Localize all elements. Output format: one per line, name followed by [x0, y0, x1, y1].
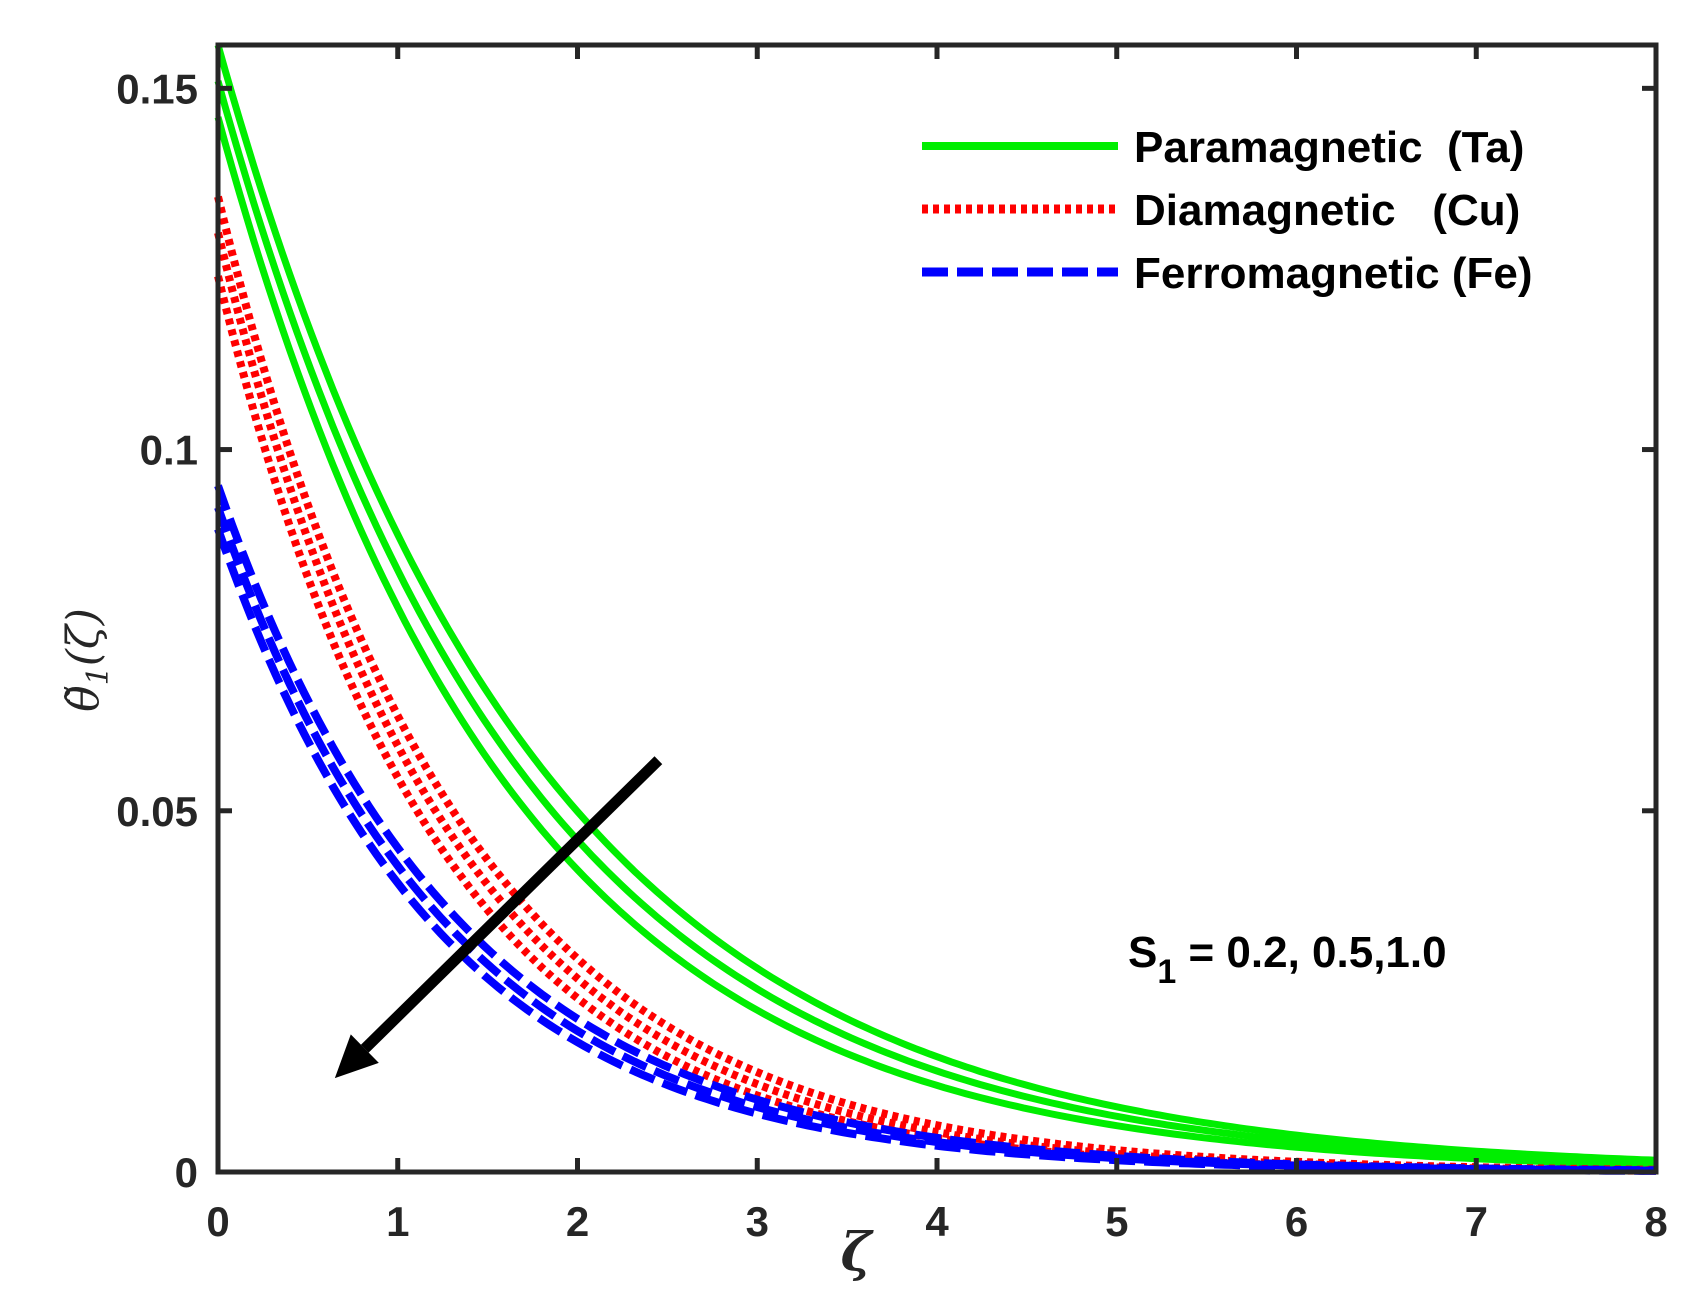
y-tick-label: 0.15: [116, 65, 198, 112]
y-tick-label: 0.05: [116, 788, 198, 835]
x-axis-label: ζ: [841, 1222, 875, 1283]
x-tick-label: 7: [1465, 1198, 1488, 1245]
trend-arrow-shaft: [360, 756, 663, 1053]
y-tick-label: 0: [175, 1149, 198, 1196]
y-axis-label-arg: (ζ): [58, 608, 109, 666]
x-tick-label: 6: [1285, 1198, 1308, 1245]
axis-ticks: [215, 45, 1659, 1175]
svg-text:θ̃1(ζ): θ̃1(ζ): [58, 608, 116, 712]
y-tick-label: 0.1: [140, 427, 198, 474]
y-axis-label-main: θ̃: [58, 685, 109, 712]
series-line-dashed-3: [214, 527, 1656, 1175]
trend-arrow-head: [334, 1034, 379, 1079]
tick-labels: 0 1 2 3 4 5 6 7 8 0 0.05 0.1 0.15: [116, 65, 1667, 1245]
x-tick-label: 8: [1644, 1198, 1667, 1245]
x-tick-label: 3: [746, 1198, 769, 1245]
trend-arrow: [334, 756, 663, 1079]
series-line-solid-2: [214, 80, 1657, 1167]
x-tick-label: 4: [925, 1198, 949, 1245]
x-tick-label: 2: [566, 1198, 589, 1245]
series-line-solid-3: [214, 116, 1657, 1169]
x-tick-label: 1: [386, 1198, 409, 1245]
annotation-sub: 1: [1157, 953, 1176, 991]
plot-area: [214, 44, 1657, 1175]
x-tick-label: 5: [1105, 1198, 1128, 1245]
annotation-main: S: [1128, 928, 1157, 977]
series-line-dotted-1: [214, 195, 1657, 1174]
legend: Paramagnetic (Ta) Diamagnetic (Cu) Ferroma…: [922, 123, 1533, 298]
y-axis-label: θ̃1(ζ): [58, 608, 116, 712]
legend-label-dotted: Diamagnetic (Cu): [1134, 186, 1520, 235]
annotation-rest: = 0.2, 0.5,1.0: [1176, 928, 1446, 977]
y-axis-label-sub: 1: [81, 666, 116, 685]
legend-label-dashed: Ferromagnetic (Fe): [1134, 249, 1533, 298]
parameter-annotation: S1 = 0.2, 0.5,1.0: [1128, 928, 1447, 991]
x-tick-label: 0: [206, 1198, 229, 1245]
legend-label-solid: Paramagnetic (Ta): [1134, 123, 1524, 172]
series-line-solid-1: [214, 44, 1657, 1164]
